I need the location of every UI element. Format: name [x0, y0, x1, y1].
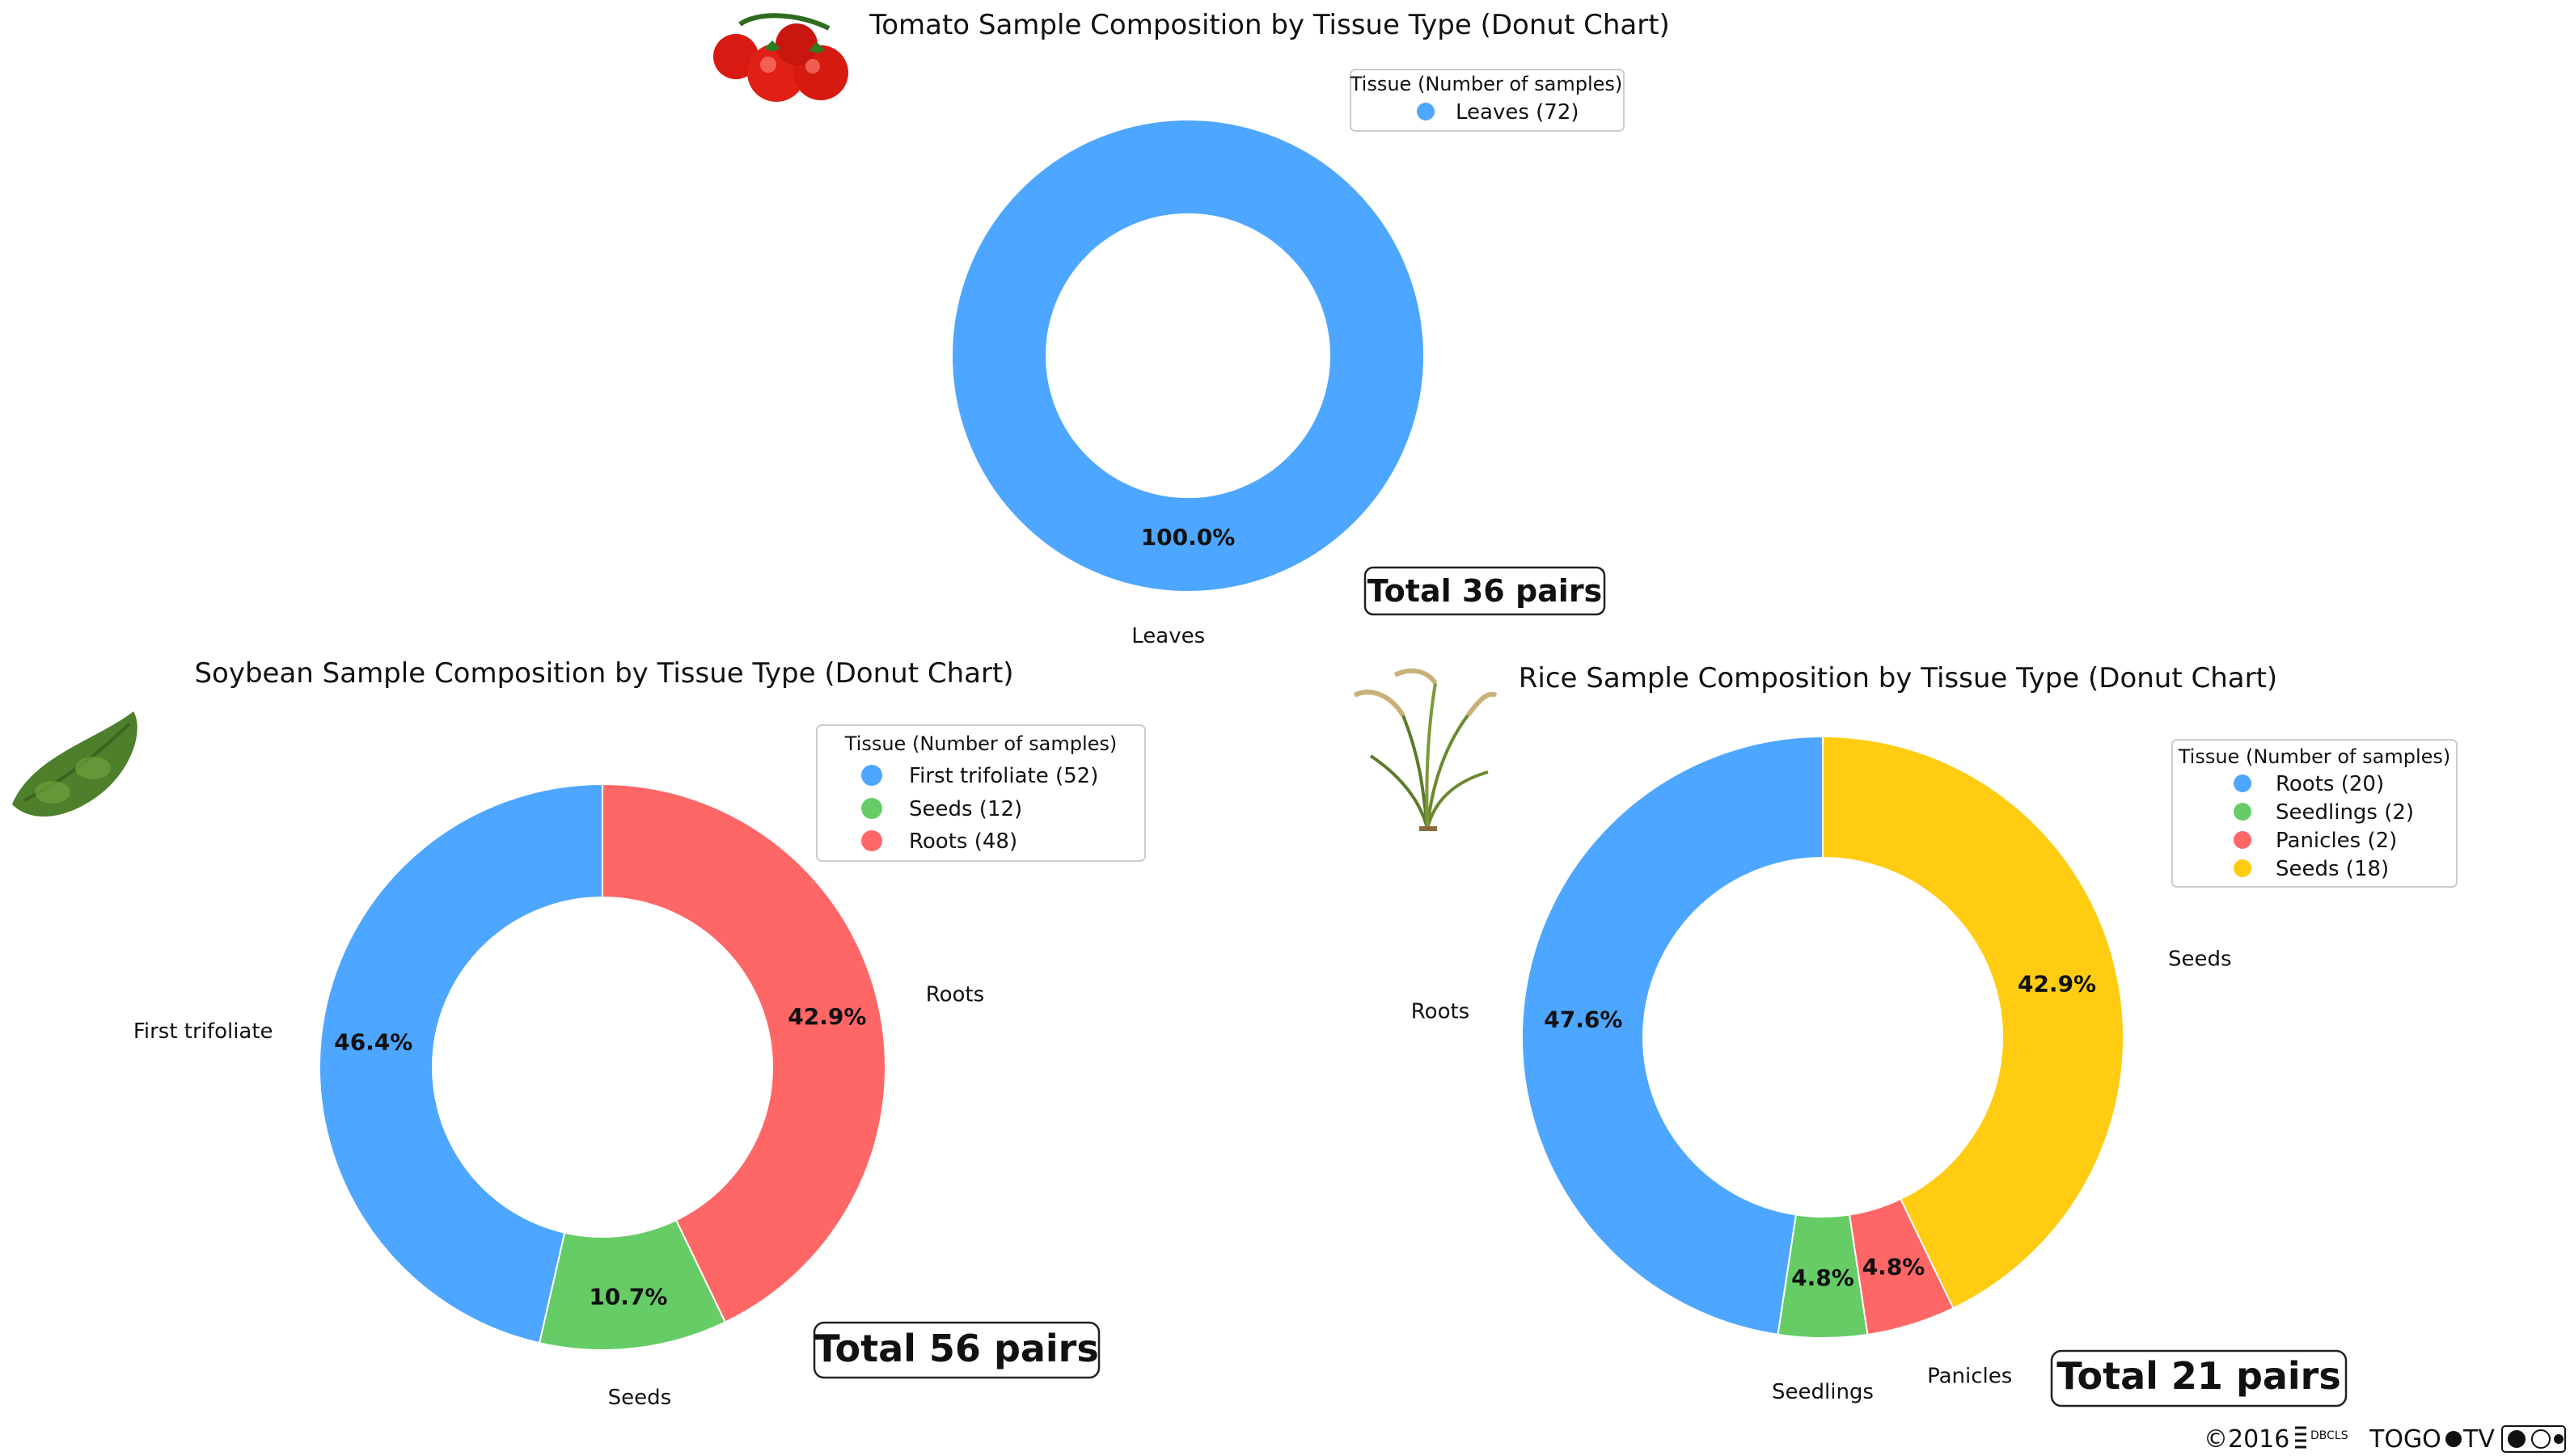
donut-slice-first-trifoliate [319, 783, 603, 1344]
rice-total-label: Total 21 pairs [2056, 1354, 2341, 1398]
legend-marker-panicles [2234, 831, 2251, 849]
legend-entry-roots: Roots (48) [909, 829, 1017, 854]
rice-legend: Tissue (Number of samples) Roots (20) Se… [2171, 739, 2458, 888]
category-label-seedlings: Seedlings [1772, 1380, 1874, 1404]
soybean-total-label: Total 56 pairs [814, 1327, 1099, 1370]
soybean-icon [12, 711, 137, 817]
rice-donut: 47.6% Roots 4.8% Seedlings 4.8% Panicles 42.9%… [1411, 735, 2232, 1404]
tomato-chart-title: Tomato Sample Composition by Tissue Type… [869, 9, 1670, 41]
soybean-legend-title: Tissue (Number of samples) [844, 732, 1118, 755]
tomato-legend-title: Tissue (Number of samples) [1350, 73, 1623, 95]
category-label-seeds: Seeds [2168, 947, 2232, 972]
percent-label-seedlings: 4.8% [1791, 1264, 1854, 1291]
togo-text: TOGO [2369, 1425, 2441, 1454]
legend-marker-seedlings [2234, 803, 2251, 821]
legend-entry-first-trifoliate: First trifoliate (52) [909, 764, 1098, 788]
tomato-icon [713, 13, 848, 102]
percent-label-roots: 47.6% [1544, 1007, 1622, 1033]
soybean-chart-title: Soybean Sample Composition by Tissue Typ… [194, 657, 1013, 690]
tomato-donut: 100.0% Leaves [950, 119, 1426, 648]
rice-total-box: Total 21 pairs [2050, 1349, 2348, 1407]
rice-chart: Rice Sample Composition by Tissue Type (… [1353, 662, 2458, 1407]
legend-marker-first-trifoliate [861, 765, 882, 786]
dbcls-text: DBCLS [2310, 1429, 2348, 1442]
footer-branding: ©2016 DBCLS TOGO TV [2204, 1425, 2566, 1454]
percent-label-seeds: 10.7% [589, 1284, 667, 1310]
donut-slice-roots [1520, 735, 1824, 1336]
donut-slice-leaves [950, 119, 1426, 593]
tv-text: TV [2462, 1425, 2495, 1454]
legend-entry-leaves: Leaves (72) [1456, 100, 1579, 124]
legend-marker-seeds [2234, 859, 2251, 877]
tomato-total-box: Total 36 pairs [1363, 566, 1606, 616]
togotv-dot-icon [2445, 1431, 2462, 1447]
rice-plant-icon [1353, 668, 1498, 831]
dbcls-logo-icon: DBCLS [2295, 1426, 2348, 1449]
legend-entry-seeds: Seeds (12) [909, 797, 1022, 821]
percent-label-panicles: 4.8% [1862, 1254, 1925, 1281]
rice-chart-title: Rice Sample Composition by Tissue Type (… [1519, 662, 2277, 694]
percent-label-roots: 42.9% [788, 1003, 866, 1030]
rice-legend-title: Tissue (Number of samples) [2178, 745, 2451, 768]
category-label-seeds: Seeds [608, 1386, 672, 1410]
legend-entry-seeds: Seeds (18) [2276, 857, 2389, 881]
legend-entry-panicles: Panicles (2) [2276, 829, 2397, 853]
creative-commons-icon [2501, 1425, 2566, 1453]
category-label-roots: Roots [1411, 999, 1469, 1023]
donut-slice-roots [602, 783, 886, 1323]
legend-marker-seeds [861, 798, 882, 819]
category-label-first-trifoliate: First trifoliate [133, 1019, 273, 1044]
tomato-chart: Tomato Sample Composition by Tissue Type… [713, 9, 1670, 648]
soybean-total-box: Total 56 pairs [813, 1321, 1101, 1379]
percent-label-leaves: 100.0% [1141, 524, 1236, 551]
percent-label-first-trifoliate: 46.4% [334, 1029, 412, 1056]
legend-marker-roots [861, 830, 882, 851]
legend-entry-roots: Roots (20) [2276, 772, 2384, 796]
tomato-legend: Tissue (Number of samples) Leaves (72) [1350, 69, 1625, 132]
tomato-total-label: Total 36 pairs [1367, 573, 1602, 609]
legend-marker-leaves [1417, 103, 1435, 120]
soybean-legend: Tissue (Number of samples) First trifoli… [816, 724, 1146, 862]
soybean-donut: 46.4% First trifoliate 10.7% Seeds 42.9% Root… [133, 783, 984, 1410]
category-label-leaves: Leaves [1131, 624, 1205, 648]
category-label-panicles: Panicles [1927, 1365, 2012, 1389]
togotv-brand-text: TOGO [2369, 1425, 2441, 1454]
copyright-text: ©2016 [2204, 1425, 2289, 1454]
soybean-chart: Soybean Sample Composition by Tissue Typ… [12, 657, 1146, 1410]
category-label-roots: Roots [926, 983, 984, 1007]
legend-entry-seedlings: Seedlings (2) [2276, 800, 2414, 825]
legend-marker-roots [2234, 774, 2251, 792]
donut-slice-seeds [1822, 735, 2124, 1310]
percent-label-seeds: 42.9% [2018, 971, 2096, 998]
